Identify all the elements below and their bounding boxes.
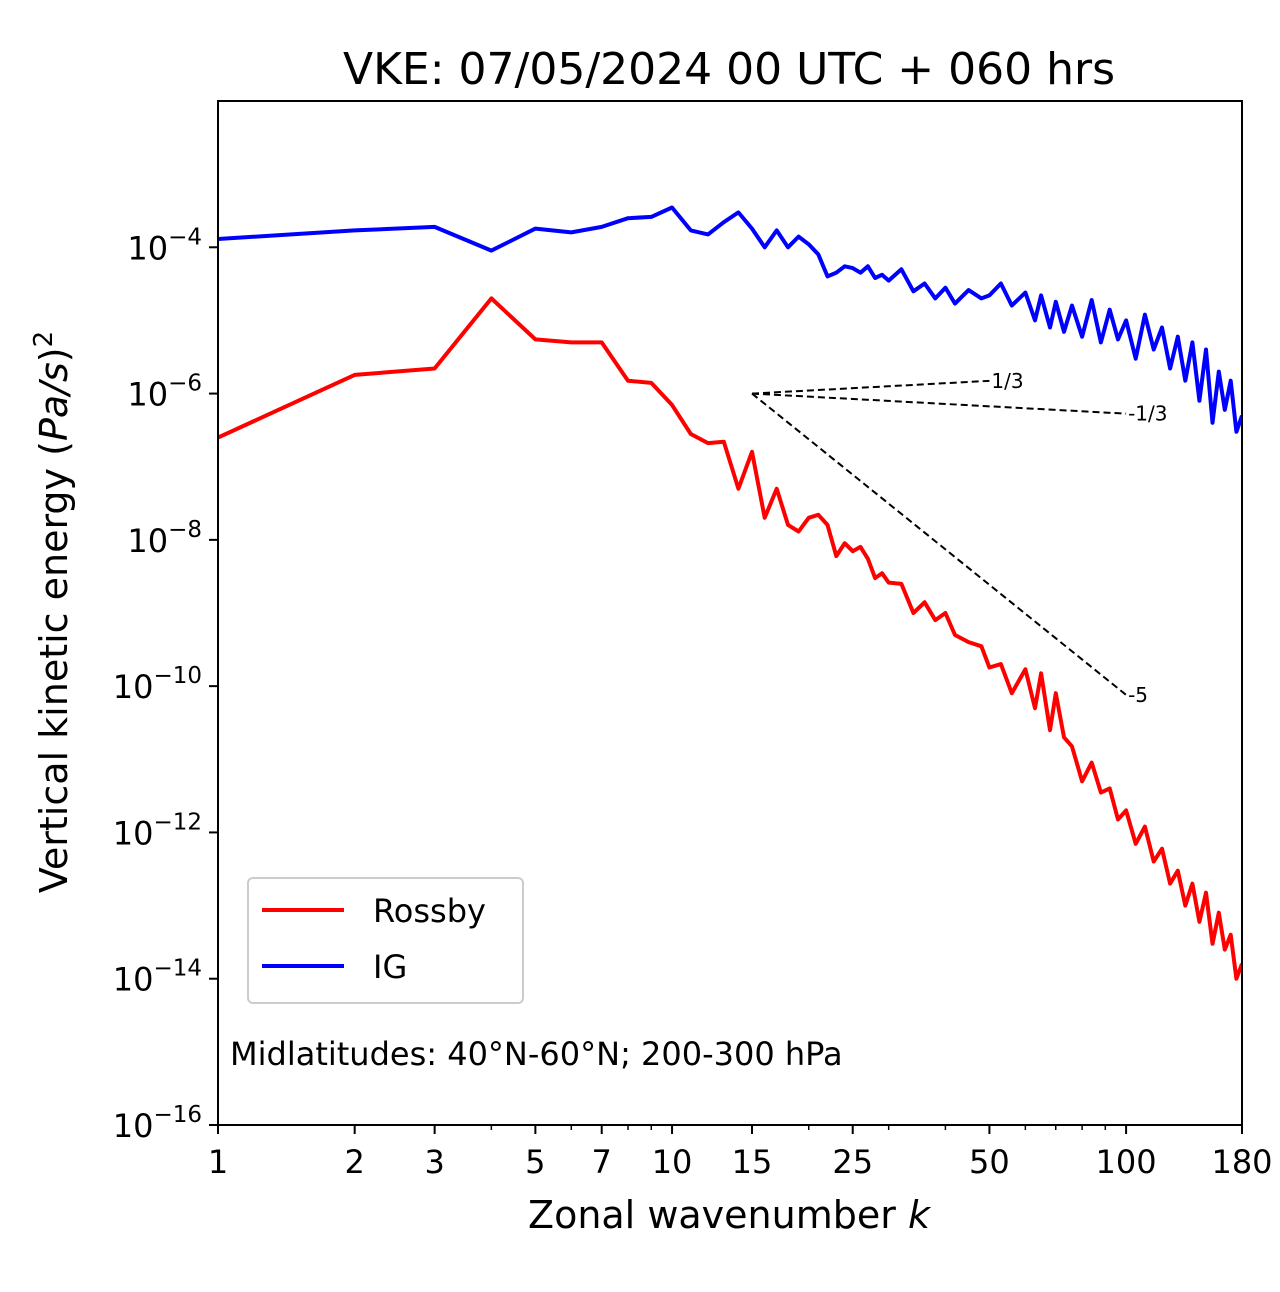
legend-label-ig: IG xyxy=(373,948,407,986)
y-tick-label: 10−12 xyxy=(113,809,202,852)
x-tick-label: 5 xyxy=(525,1143,545,1181)
series-lines xyxy=(218,205,1242,981)
y-axis-label: Vertical kinetic energy (Pa/s)2 xyxy=(29,331,76,893)
x-tick-label: 180 xyxy=(1211,1143,1272,1181)
x-tick-label: 3 xyxy=(424,1143,444,1181)
reference-lines: 1/3 -1/3 -5 xyxy=(751,369,1168,707)
y-tick-label: 10−6 xyxy=(127,371,202,414)
reference-line-label-2: -1/3 xyxy=(1128,402,1167,426)
series-line-ig xyxy=(218,205,1242,434)
y-tick-label: 10−16 xyxy=(113,1102,202,1145)
x-tick-label: 15 xyxy=(732,1143,773,1181)
x-tick-label: 1 xyxy=(208,1143,228,1181)
reference-line-3 xyxy=(751,392,1127,696)
x-tick-label: 25 xyxy=(832,1143,873,1181)
y-tick-label: 10−10 xyxy=(113,663,202,706)
x-tick-label: 50 xyxy=(969,1143,1010,1181)
reference-line-label-3: -5 xyxy=(1128,683,1148,707)
series-line-rossby xyxy=(218,296,1242,981)
chart-title: VKE: 07/05/2024 00 UTC + 060 hrs xyxy=(343,44,1115,95)
axes: 1 2 3 5 7 10 15 25 50 100 180 10−4 10−6 10−8 10−10 10−1… xyxy=(113,100,1273,1181)
legend-label-rossby: Rossby xyxy=(373,892,486,930)
y-tick-label: 10−8 xyxy=(127,517,202,560)
y-tick-label: 10−14 xyxy=(113,956,202,999)
reference-line-2 xyxy=(751,392,1127,415)
region-annotation: Midlatitudes: 40°N-60°N; 200-300 hPa xyxy=(230,1035,843,1073)
x-tick-label: 2 xyxy=(345,1143,365,1181)
reference-line-label-1: 1/3 xyxy=(991,369,1023,393)
x-tick-label: 10 xyxy=(652,1143,693,1181)
reference-line-1 xyxy=(751,379,990,395)
x-tick-label: 100 xyxy=(1096,1143,1157,1181)
y-tick-label: 10−4 xyxy=(127,224,202,267)
x-tick-label: 7 xyxy=(592,1143,612,1181)
axes-frame xyxy=(217,100,1243,1126)
legend: Rossby IG xyxy=(247,877,524,1004)
x-axis-label: Zonal wavenumber k xyxy=(528,1193,932,1237)
